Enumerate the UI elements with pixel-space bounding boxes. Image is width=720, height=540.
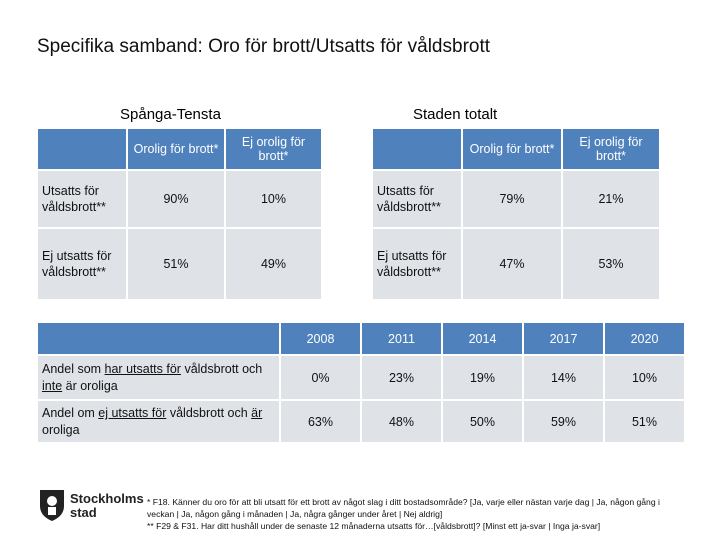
logo-icon [40,490,64,521]
column-header: 2020 [604,322,685,355]
value-cell: 0% [280,355,361,400]
value-cell: 79% [462,170,562,228]
header-cell [37,128,127,170]
value-cell-text: 49% [260,257,287,271]
row-label-text: Utsatts för våldsbrott** [377,183,441,214]
label-segment: Andel om [42,406,99,421]
header-cell [372,128,462,170]
value-cell-text: 23% [388,370,415,385]
table-name: Spånga-Tensta [120,106,221,123]
value-cell-text: 48% [388,414,415,429]
row-label: Ej utsatts för våldsbrott** [372,228,462,300]
column-header: Ej orolig för brott* [225,128,322,170]
value-cell: 48% [361,400,442,443]
row-label: Ej utsatts för våldsbrott** [37,228,127,300]
value-cell-text: 10% [260,192,287,206]
column-header-text: Orolig för brott* [469,142,555,156]
value-cell-text: 0% [311,370,330,385]
title: Specifika samband: Oro för brott/Utsatts… [37,36,491,57]
value-cell: 49% [225,228,322,300]
column-header: Orolig för brott* [127,128,225,170]
logo-line: stad [70,505,97,520]
value-cell-text: 50% [469,414,496,429]
column-header-text: Orolig för brott* [133,142,219,156]
value-cell: 53% [562,228,660,300]
column-header: 2011 [361,322,442,355]
value-cell-text: 47% [499,257,525,271]
logo-line: Stockholms [70,491,144,506]
value-cell-text: 19% [469,370,496,385]
value-cell: 19% [442,355,523,400]
label-segment: ej utsatts för [98,406,167,421]
label-segment: är [251,406,263,421]
value-cell: 10% [225,170,322,228]
column-header-text: Ej orolig för brott* [579,135,643,163]
value-cell-text: 79% [499,192,525,206]
label-segment: oroliga [42,422,80,437]
column-header: 2014 [442,322,523,355]
value-cell: 63% [280,400,361,443]
value-cell: 10% [604,355,685,400]
column-header-text: 2014 [468,331,497,346]
row-label-text: Ej utsatts för våldsbrott** [42,248,112,279]
label-segment: inte [42,378,63,393]
row-label-text: Ej utsatts för våldsbrott** [377,248,447,279]
value-cell: 51% [604,400,685,443]
row-label: Utsatts för våldsbrott** [372,170,462,228]
column-header: Ej orolig för brott* [562,128,660,170]
header-cell [37,322,280,355]
footnote: ** F29 & F31. Har ditt hushåll under de … [147,521,601,531]
value-cell-text: 21% [598,192,624,206]
value-cell-text: 14% [550,370,577,385]
footnote: * F18. Känner du oro för att bli utsatt … [147,497,660,519]
column-header: Orolig för brott* [462,128,562,170]
row-label-text: Andel som har utsatts för våldsbrott och… [42,361,275,394]
value-cell-text: 53% [598,257,624,271]
column-header-text: 2011 [388,331,415,346]
value-cell-text: 90% [163,192,189,206]
value-cell-text: 10% [631,370,658,385]
row-label: Andel som har utsatts för våldsbrott och… [37,355,280,400]
value-cell: 14% [523,355,604,400]
value-cell: 23% [361,355,442,400]
logo-text: Stockholms stad [70,492,144,520]
row-label: Utsatts för våldsbrott** [37,170,127,228]
footnotes: * F18. Känner du oro för att bli utsatt … [147,496,687,532]
column-header-text: Ej orolig för brott* [241,135,306,163]
value-cell-text: 63% [307,414,334,429]
value-cell: 90% [127,170,225,228]
column-header-text: 2008 [306,331,335,346]
value-cell: 21% [562,170,660,228]
row-label: Andel om ej utsatts för våldsbrott och ä… [37,400,280,443]
value-cell-text: 51% [631,414,658,429]
label-segment: våldsbrott och [180,362,263,377]
row-label-text: Utsatts för våldsbrott** [42,183,106,214]
value-cell: 51% [127,228,225,300]
label-segment: våldsbrott och [166,406,252,421]
column-header: 2017 [523,322,604,355]
column-header: 2008 [280,322,361,355]
label-segment: har utsatts för [104,362,181,377]
row-label-text: Andel om ej utsatts för våldsbrott och ä… [42,405,275,438]
label-segment: Andel som [42,362,105,377]
column-header-text: 2017 [549,331,578,346]
column-header-text: 2020 [630,331,659,346]
value-cell: 59% [523,400,604,443]
value-cell-text: 59% [550,414,577,429]
table-name: Staden totalt [413,106,498,123]
value-cell: 47% [462,228,562,300]
value-cell: 50% [442,400,523,443]
value-cell-text: 51% [163,257,189,271]
label-segment: är oroliga [62,378,118,393]
